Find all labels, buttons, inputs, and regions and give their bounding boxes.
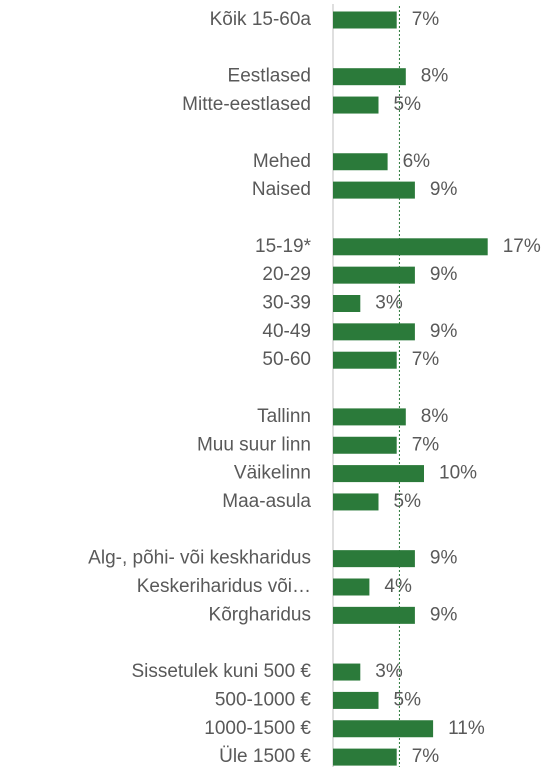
bar	[333, 266, 415, 284]
bar	[333, 748, 397, 766]
bar	[333, 436, 397, 454]
value-label: 7%	[412, 746, 440, 767]
bar	[333, 663, 361, 681]
category-label: Alg-, põhi- või keskharidus	[88, 548, 311, 569]
value-label: 3%	[375, 293, 403, 314]
bar	[333, 691, 379, 709]
category-label: 1000-1500 €	[204, 718, 311, 739]
category-label: Muu suur linn	[197, 434, 311, 455]
category-label: 500-1000 €	[215, 689, 312, 710]
bar	[333, 493, 379, 511]
bar	[333, 465, 424, 483]
value-label: 10%	[439, 463, 477, 484]
value-label: 5%	[394, 491, 422, 512]
bar	[333, 606, 415, 624]
value-label: 9%	[430, 548, 458, 569]
bar	[333, 153, 388, 171]
value-label: 4%	[384, 576, 412, 597]
value-label: 11%	[448, 718, 485, 739]
value-label: 5%	[394, 94, 422, 115]
value-label: 3%	[375, 661, 403, 682]
value-label: 5%	[394, 689, 422, 710]
category-label: Tallinn	[257, 406, 311, 427]
value-label: 7%	[412, 349, 440, 370]
bar	[333, 550, 415, 568]
category-label: Sissetulek kuni 500 €	[131, 661, 311, 682]
bar	[333, 68, 406, 86]
bar	[333, 238, 488, 256]
category-label: Keskeriharidus või…	[137, 576, 311, 597]
value-label: 7%	[412, 434, 440, 455]
value-label: 7%	[412, 9, 440, 30]
category-label: 15-19*	[255, 236, 312, 257]
category-label: Naised	[252, 179, 311, 200]
value-label: 8%	[421, 66, 449, 87]
bar	[333, 11, 397, 29]
category-label: Mitte-eestlased	[182, 94, 311, 115]
bar	[333, 720, 434, 738]
value-label: 9%	[430, 604, 458, 625]
category-label: Väikelinn	[234, 463, 311, 484]
bar	[333, 295, 361, 312]
bar	[333, 323, 415, 341]
category-label: Mehed	[253, 151, 311, 172]
bar	[333, 96, 379, 114]
category-label: 40-49	[262, 321, 311, 342]
category-label: 20-29	[262, 264, 311, 285]
value-label: 8%	[421, 406, 449, 427]
bar	[333, 181, 415, 199]
value-label: 17%	[503, 236, 541, 257]
bar	[333, 351, 397, 369]
category-label: Maa-asula	[222, 491, 311, 512]
category-label: Eestlased	[228, 66, 311, 87]
bar	[333, 578, 370, 596]
value-label: 9%	[430, 321, 458, 342]
category-label: Üle 1500 €	[219, 746, 311, 767]
category-label: 30-39	[262, 293, 311, 314]
category-label: 50-60	[262, 349, 311, 370]
category-label: Kõrgharidus	[209, 604, 311, 625]
category-label: Kõik 15-60a	[210, 9, 312, 30]
bar	[333, 408, 406, 426]
value-label: 6%	[403, 151, 431, 172]
value-label: 9%	[430, 264, 458, 285]
value-label: 9%	[430, 179, 458, 200]
